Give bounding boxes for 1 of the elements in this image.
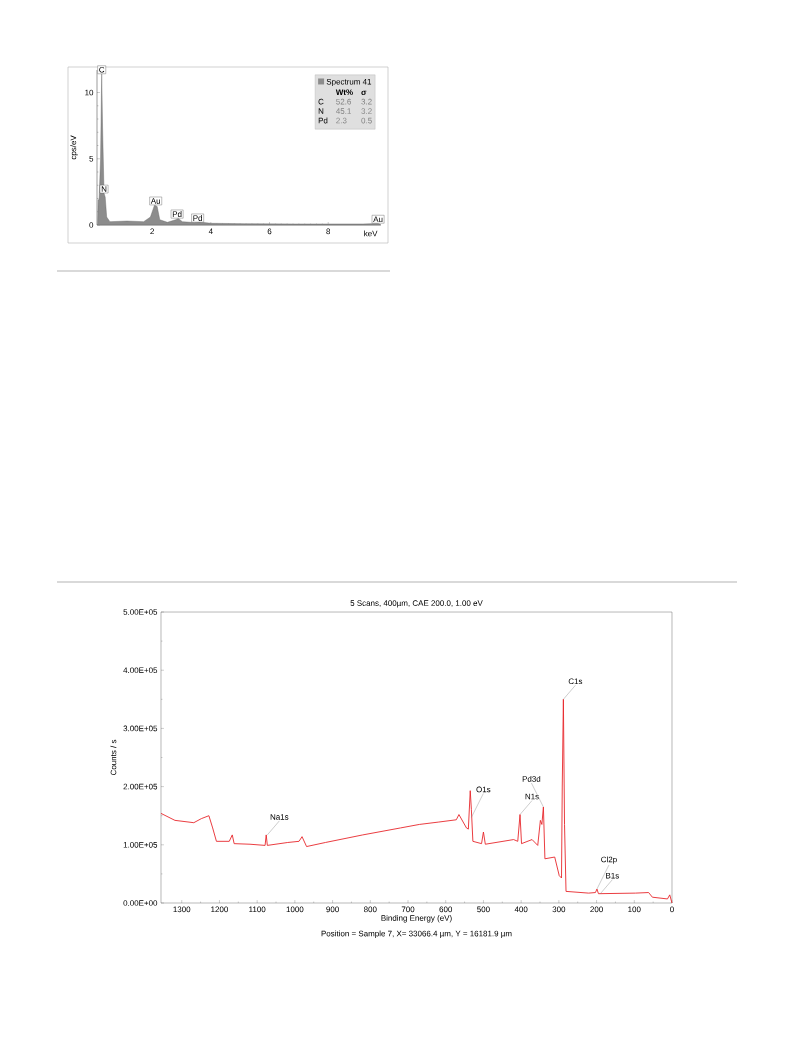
line-series: [160, 698, 673, 904]
